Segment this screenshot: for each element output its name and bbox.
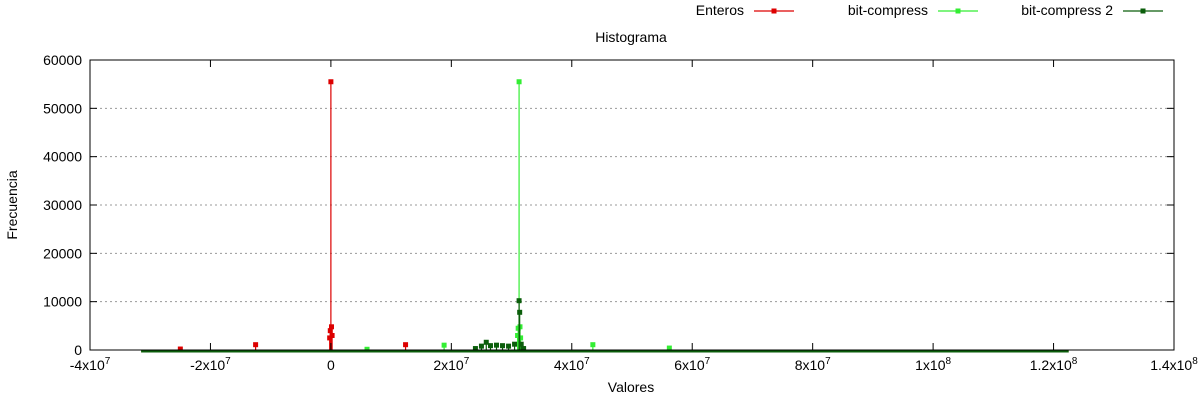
x-tick-label-exponent: 7 — [105, 356, 111, 367]
x-tick-label-mantissa: -4x10 — [70, 357, 105, 373]
x-tick-label-mantissa: 1.4x10 — [1150, 357, 1192, 373]
bit-compress-point — [364, 346, 370, 352]
series-bit-compress-2 — [141, 298, 1069, 353]
x-tick-label: 2x107 — [433, 356, 469, 373]
x-tick-label-mantissa: 2x10 — [433, 357, 464, 373]
bit-compress-2-point — [500, 343, 506, 349]
x-tick-label: 0 — [327, 357, 335, 373]
x-tick-label-exponent: 7 — [225, 356, 231, 367]
x-tick-label: 1.4x108 — [1150, 356, 1198, 373]
chart-series — [141, 79, 1069, 353]
x-tick-label-exponent: 7 — [584, 356, 590, 367]
enteros-point — [253, 342, 259, 348]
enteros-point — [177, 346, 183, 352]
x-tick-label-exponent: 7 — [705, 356, 711, 367]
x-axis-label: Valores — [608, 379, 654, 395]
enteros-point — [328, 79, 334, 85]
legend-marker-enteros — [771, 8, 777, 14]
bit-compress-2-point — [472, 346, 478, 352]
x-tick-label-exponent: 7 — [464, 356, 470, 367]
x-tick-label-exponent: 8 — [946, 356, 952, 367]
bit-compress-2-point — [517, 309, 523, 315]
enteros-point — [327, 328, 333, 334]
x-tick-label-exponent: 8 — [1072, 356, 1078, 367]
bit-compress-point — [666, 345, 672, 351]
bit-compress-point — [516, 79, 522, 85]
series-enteros — [141, 79, 1069, 353]
series-bit-compress — [141, 79, 1069, 353]
bit-compress-2-point — [478, 343, 484, 349]
grid-lines — [90, 107, 1174, 303]
x-tick-label-mantissa: 0 — [327, 357, 335, 373]
enteros-point — [328, 324, 334, 330]
bit-compress-point — [441, 342, 447, 348]
x-tick-label-mantissa: 1.2x10 — [1030, 357, 1072, 373]
bit-compress-2-point — [516, 298, 522, 304]
x-tick-label-exponent: 7 — [825, 356, 831, 367]
bit-compress-point — [515, 333, 521, 338]
x-tick-label-mantissa: 4x10 — [554, 357, 585, 373]
y-tick-label: 40000 — [43, 149, 82, 165]
x-tick-label: 4x107 — [554, 356, 590, 373]
legend-label-enteros: Enteros — [696, 2, 744, 18]
x-tick-label-mantissa: 8x10 — [795, 357, 826, 373]
x-tick-label: 8x107 — [795, 356, 831, 373]
x-tick-label: 1.2x108 — [1030, 356, 1078, 373]
bit-compress-2-point — [487, 343, 493, 349]
bit-compress-2-point — [521, 346, 527, 352]
enteros-point — [329, 333, 335, 338]
bit-compress-2-point — [518, 341, 524, 347]
y-tick-label: 20000 — [43, 245, 82, 261]
y-tick-label: 30000 — [43, 197, 82, 213]
bit-compress-2-point — [512, 341, 518, 347]
bit-compress-2-point — [483, 339, 489, 345]
chart-legend: Enteros bit-compress bit-compress 2 — [696, 2, 1163, 18]
y-tick-label: 10000 — [43, 294, 82, 310]
x-tick-label-mantissa: 1x10 — [915, 357, 946, 373]
legend-label-bit-compress-2: bit-compress 2 — [1021, 2, 1113, 18]
y-tick-label: 0 — [74, 342, 82, 358]
x-tick-label-exponent: 8 — [1192, 356, 1198, 367]
x-tick-label: 1x108 — [915, 356, 951, 373]
legend-marker-bit-compress — [955, 8, 961, 14]
enteros-point — [403, 342, 409, 348]
y-axis-label: Frecuencia — [4, 170, 20, 239]
x-tick-label: -4x107 — [70, 356, 111, 373]
legend-label-bit-compress: bit-compress — [848, 2, 928, 18]
chart-title: Histograma — [595, 29, 667, 45]
bit-compress-2-point — [494, 342, 499, 348]
x-tick-label: -2x107 — [190, 356, 231, 373]
y-tick-label: 60000 — [43, 52, 82, 68]
x-tick-label: 6x107 — [674, 356, 710, 373]
bit-compress-point — [518, 335, 524, 341]
x-tick-label-mantissa: 6x10 — [674, 357, 705, 373]
x-tick-label-mantissa: -2x10 — [190, 357, 225, 373]
legend-marker-bit-compress-2 — [1140, 8, 1146, 14]
bit-compress-point — [590, 342, 596, 348]
y-tick-label: 50000 — [43, 100, 82, 116]
bit-compress-2-point — [506, 343, 512, 349]
